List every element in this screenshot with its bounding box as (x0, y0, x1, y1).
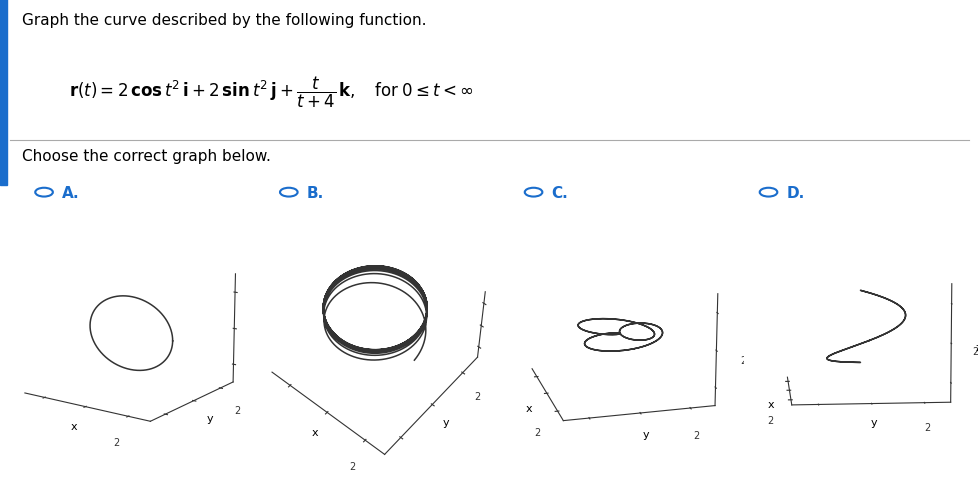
Y-axis label: y: y (206, 413, 213, 423)
Text: C.: C. (551, 185, 567, 200)
Text: B.: B. (306, 185, 324, 200)
X-axis label: x: x (525, 404, 531, 413)
Y-axis label: y: y (869, 418, 876, 427)
X-axis label: x: x (767, 400, 774, 409)
Bar (0, 0, 7, 185)
Text: A.: A. (62, 185, 79, 200)
Y-axis label: y: y (642, 429, 648, 439)
Text: Choose the correct graph below.: Choose the correct graph below. (22, 148, 270, 163)
X-axis label: x: x (70, 421, 77, 431)
Y-axis label: y: y (442, 417, 449, 427)
X-axis label: x: x (312, 427, 318, 437)
Text: Graph the curve described by the following function.: Graph the curve described by the followi… (22, 13, 425, 28)
Text: D.: D. (785, 185, 804, 200)
Text: $\mathbf{r}(t) = 2\,\mathbf{cos}\,t^2\,\mathbf{i} + 2\,\mathbf{sin}\,t^2\,\mathb: $\mathbf{r}(t) = 2\,\mathbf{cos}\,t^2\,\… (68, 74, 473, 109)
